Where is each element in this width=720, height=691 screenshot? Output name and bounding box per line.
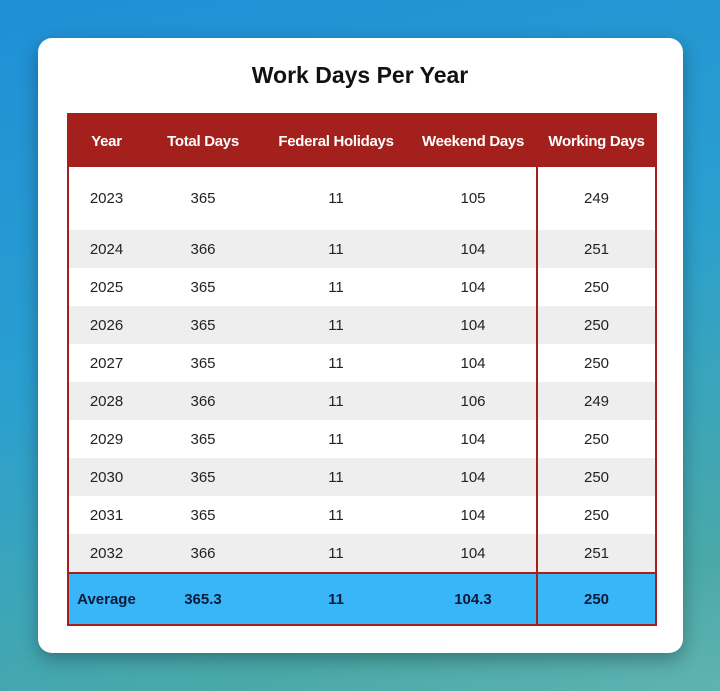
table-row: 2029 365 11 104 250 (68, 420, 656, 458)
cell-working-days: 250 (536, 420, 656, 458)
cell-federal-holidays: 11 (328, 190, 344, 207)
cell-federal-holidays: 11 (262, 382, 410, 420)
cell-working-days: 251 (536, 230, 656, 268)
table-row: 2024 366 11 104 251 (68, 230, 656, 268)
table-row: 2030 365 11 104 250 (68, 458, 656, 496)
table-row: 2028 366 11 106 249 (68, 382, 656, 420)
cell-total-days: 366 (144, 534, 262, 573)
cell-working-days: 250 (536, 306, 656, 344)
cell-year: 2028 (68, 382, 144, 420)
cell-weekend-days: 104 (460, 430, 486, 448)
cell-total-days: 365 (190, 506, 216, 524)
cell-federal-holidays: 11 (328, 354, 344, 372)
header-year: Year (68, 114, 144, 167)
cell-working-days: 250 (536, 458, 656, 496)
cell-total-days: 365 (190, 190, 216, 207)
cell-working-days: 249 (536, 382, 656, 420)
cell-year: 2026 (68, 306, 144, 344)
header-federal-holidays: Federal Holidays (262, 114, 410, 167)
cell-working-days: 250 (536, 496, 656, 534)
cell-total-days: 365 (190, 278, 216, 296)
header-row: Year Total Days Federal Holidays Weekend… (68, 114, 656, 167)
table-row: 2032 366 11 104 251 (68, 534, 656, 573)
cell-year: 2023 (89, 190, 124, 207)
cell-year: 2024 (68, 230, 144, 268)
table-row: 2025 365 11 104 250 (68, 268, 656, 306)
work-days-table: Year Total Days Federal Holidays Weekend… (67, 113, 657, 626)
cell-working-days: 250 (536, 344, 656, 382)
cell-total-days: 365 (144, 458, 262, 496)
cell-weekend-days: 104 (460, 354, 486, 372)
average-label: Average (68, 572, 144, 625)
cell-federal-holidays: 11 (262, 534, 410, 573)
cell-total-days: 366 (144, 230, 262, 268)
cell-weekend-days: 104 (410, 458, 537, 496)
average-weekend-days: 104.3 (410, 572, 537, 625)
table-row: 2023 365 11 105 249 (68, 167, 656, 230)
cell-weekend-days: 105 (460, 190, 486, 207)
table-row: 2031 365 11 104 250 (68, 496, 656, 534)
cell-year: 2030 (68, 458, 144, 496)
cell-total-days: 365 (190, 430, 216, 448)
cell-total-days: 365 (144, 306, 262, 344)
cell-federal-holidays: 11 (262, 230, 410, 268)
cell-weekend-days: 104 (460, 506, 486, 524)
cell-year: 2027 (89, 354, 124, 372)
average-total-days: 365.3 (144, 572, 262, 625)
cell-federal-holidays: 11 (328, 506, 344, 524)
page-title: Work Days Per Year (251, 62, 469, 88)
cell-federal-holidays: 11 (262, 458, 410, 496)
cell-weekend-days: 104 (460, 278, 486, 296)
cell-working-days: 250 (536, 268, 656, 306)
table-row: 2026 365 11 104 250 (68, 306, 656, 344)
cell-year: 2025 (89, 278, 124, 296)
header-working-days: Working Days (536, 114, 656, 167)
cell-year: 2032 (68, 534, 144, 573)
cell-federal-holidays: 11 (262, 306, 410, 344)
cell-weekend-days: 104 (410, 534, 537, 573)
cell-federal-holidays: 11 (328, 430, 344, 448)
cell-weekend-days: 104 (410, 306, 537, 344)
average-row: Average 365.3 11 104.3 250 (68, 572, 656, 625)
header-weekend-days: Weekend Days (410, 114, 537, 167)
cell-year: 2029 (89, 430, 124, 448)
average-working-days: 250 (536, 572, 656, 625)
table-row: 2027 365 11 104 250 (68, 344, 656, 382)
cell-working-days: 251 (536, 534, 656, 573)
cell-federal-holidays: 11 (328, 278, 344, 296)
cell-total-days: 366 (144, 382, 262, 420)
cell-weekend-days: 106 (410, 382, 537, 420)
cell-working-days: 249 (536, 167, 656, 230)
average-federal-holidays: 11 (262, 572, 410, 625)
cell-weekend-days: 104 (410, 230, 537, 268)
header-total-days: Total Days (144, 114, 262, 167)
cell-total-days: 365 (190, 354, 216, 372)
cell-year: 2031 (89, 506, 124, 524)
